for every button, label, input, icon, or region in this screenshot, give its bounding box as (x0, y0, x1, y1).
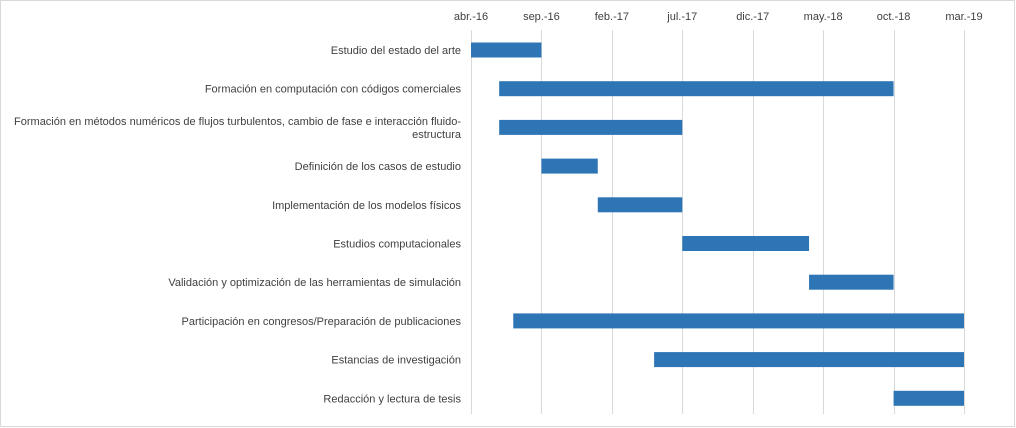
gantt-bar (513, 313, 964, 329)
x-tick-label: oct.-18 (877, 11, 911, 23)
x-tick-label: mar.-19 (945, 11, 982, 23)
task-label: estructura (412, 129, 462, 141)
gantt-bar (809, 274, 894, 290)
x-tick-label: jul.-17 (666, 11, 697, 23)
gantt-bar (541, 158, 598, 174)
task-label: Validación y optimización de las herrami… (168, 277, 461, 289)
x-tick-label: abr.-16 (454, 11, 488, 23)
gantt-bar (471, 42, 542, 58)
task-label: Estudios computacionales (333, 239, 461, 251)
task-label: Participación en congresos/Preparación d… (182, 316, 462, 328)
gantt-bar (499, 119, 683, 135)
gantt-bar (499, 81, 894, 97)
x-tick-label: dic.-17 (736, 11, 769, 23)
task-label: Estudio del estado del arte (331, 45, 461, 57)
x-tick-label: feb.-17 (595, 11, 629, 23)
gantt-bar (893, 390, 964, 406)
task-label: Redacción y lectura de tesis (323, 393, 461, 405)
gantt-bar (654, 352, 964, 368)
task-label: Implementación de los modelos físicos (272, 200, 461, 212)
task-label: Formación en computación con códigos com… (205, 84, 462, 96)
x-tick-label: sep.-16 (523, 11, 560, 23)
gantt-bar (597, 197, 683, 213)
x-tick-label: may.-18 (804, 11, 843, 23)
task-label: Definición de los casos de estudio (295, 161, 461, 173)
task-label: Estancias de investigación (331, 355, 461, 367)
task-label: Formación en métodos numéricos de flujos… (14, 116, 461, 128)
gantt-bar (682, 236, 810, 251)
